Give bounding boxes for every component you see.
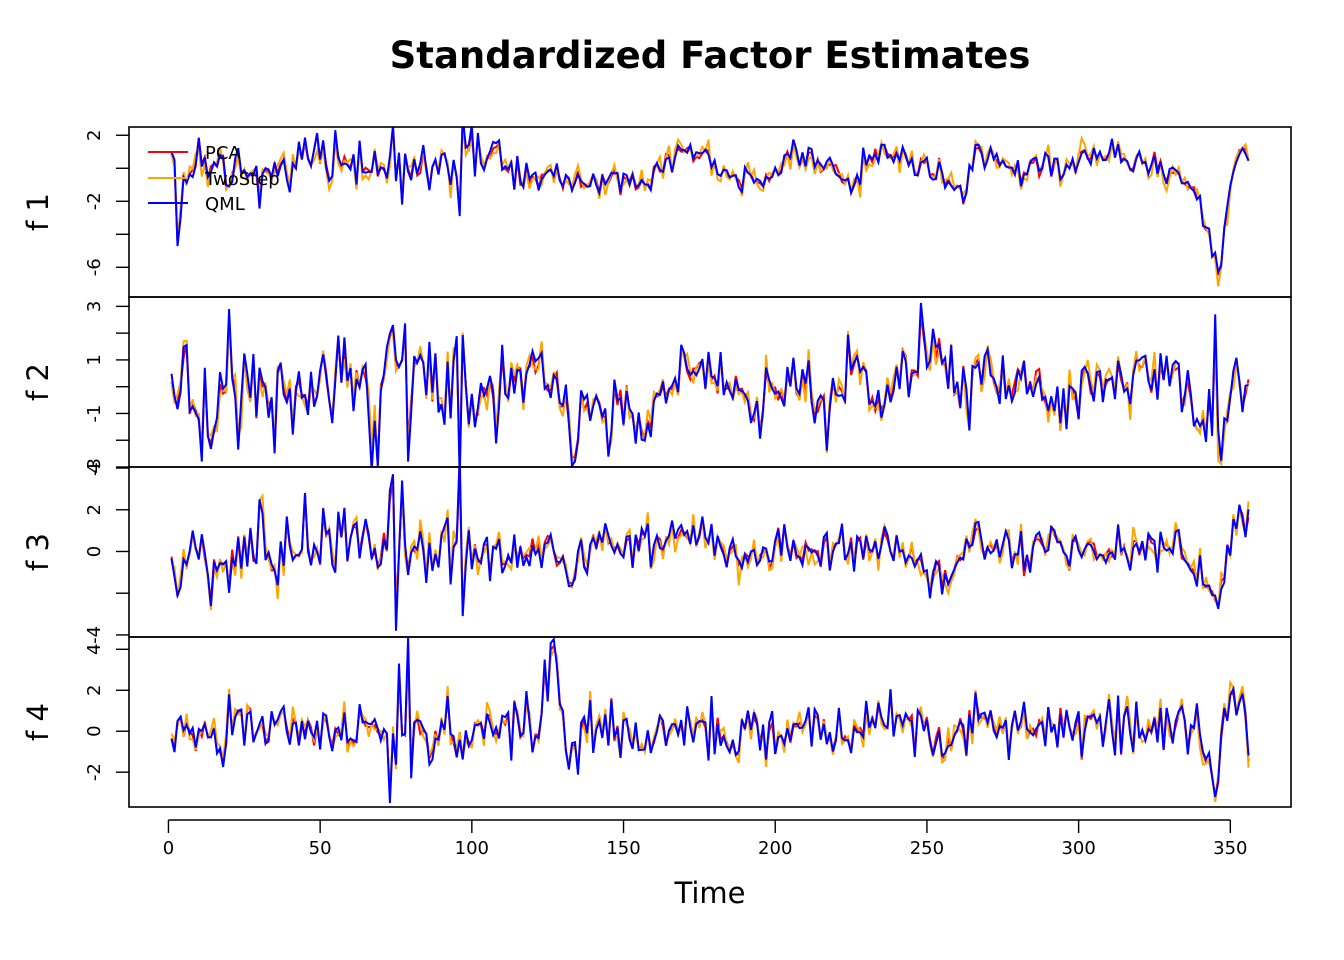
legend-label-twostep: TwoStep: [204, 169, 280, 190]
y-tick-label: -6: [84, 258, 105, 276]
y-tick-label: 0: [84, 725, 105, 736]
x-tick-label: 250: [910, 838, 944, 859]
panel-label: f 3: [21, 533, 55, 571]
y-tick-label: 1: [84, 354, 105, 365]
chart-title: Standardized Factor Estimates: [390, 34, 1031, 77]
x-tick-label: 350: [1213, 838, 1247, 859]
series-line-qml: [170, 637, 1250, 803]
x-tick-label: 50: [309, 838, 332, 859]
series-line-twostep: [170, 127, 1250, 287]
series-line-pca: [170, 470, 1250, 611]
panel-frame: [128, 466, 1292, 638]
panel-f1: -6 -2 2 f 1: [21, 126, 1292, 298]
series-line-pca: [170, 313, 1250, 467]
x-tick-label: 150: [606, 838, 640, 859]
y-tick-label: -4: [84, 626, 105, 644]
panel-frame: [128, 636, 1292, 808]
x-axis-title: Time: [674, 876, 746, 910]
x-tick-label: 200: [758, 838, 792, 859]
panels: -6 -2 2 f 1 -3 -1 1 3 f 2 -4 0 2 4 f 3 -2 0 2 4 f 4: [21, 126, 1292, 808]
legend: PCA TwoStep QML: [148, 143, 280, 215]
series-group: [170, 637, 1250, 803]
x-tick-label: 0: [163, 838, 174, 859]
legend-label-pca: PCA: [205, 143, 241, 164]
y-tick-label: -1: [84, 405, 105, 423]
y-tick-label: -3: [84, 458, 105, 476]
series-group: [170, 302, 1250, 467]
y-tick-label: -2: [84, 763, 105, 781]
y-tick-label: 2: [84, 685, 105, 696]
y-tick-label: -2: [84, 192, 105, 210]
x-axis: 0 50 100 150 200 250 300 350: [163, 819, 1248, 859]
series-group: [170, 467, 1250, 631]
y-tick-label: 4: [84, 644, 105, 655]
y-tick-label: 4: [84, 462, 105, 473]
series-group: [170, 127, 1250, 287]
series-line-qml: [170, 467, 1250, 631]
series-line-pca: [170, 127, 1250, 276]
y-tick-label: 2: [84, 130, 105, 141]
series-line-twostep: [170, 307, 1250, 467]
panel-label: f 2: [21, 363, 55, 401]
y-tick-label: 3: [84, 301, 105, 312]
series-line-qml: [170, 302, 1249, 467]
x-tick-label: 100: [455, 838, 489, 859]
series-line-qml: [170, 127, 1250, 276]
panel-f4: -2 0 2 4 f 4: [21, 636, 1292, 808]
panel-label: f 1: [21, 193, 55, 231]
panel-label: f 4: [21, 703, 55, 741]
panel-f3: -4 0 2 4 f 3: [21, 462, 1292, 644]
panel-f2: -3 -1 1 3 f 2: [21, 296, 1292, 476]
legend-label-qml: QML: [205, 194, 245, 215]
y-tick-label: 0: [84, 546, 105, 557]
y-tick-label: 2: [84, 504, 105, 515]
x-tick-label: 300: [1061, 838, 1095, 859]
